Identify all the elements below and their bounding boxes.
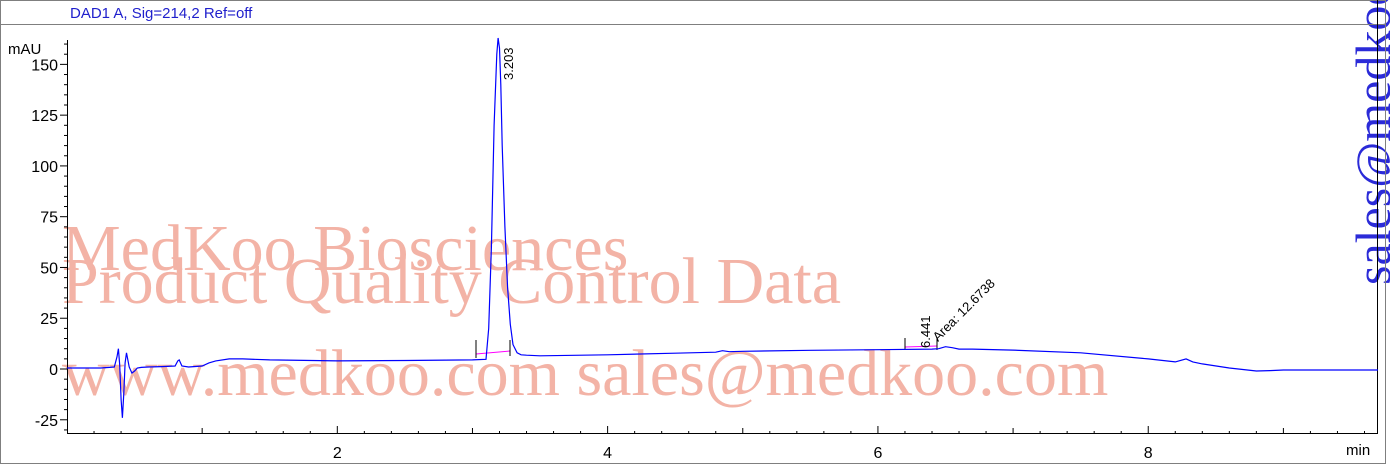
y-tick-label: -25 (35, 413, 58, 430)
watermark-side: sales@medkoo.com (1345, 0, 1390, 285)
y-tick-label: 25 (40, 311, 58, 328)
y-tick-label: 100 (31, 159, 58, 176)
peak-markers (475, 338, 938, 358)
y-unit-label: mAU (8, 41, 41, 58)
x-tick-label: 4 (603, 445, 612, 462)
baseline-peak-2 (904, 345, 938, 348)
baselines (475, 345, 938, 355)
y-tick-label: 0 (49, 362, 58, 379)
y-tick-label: 150 (31, 57, 58, 74)
y-tick-label: 75 (40, 210, 58, 227)
x-tick-label: 8 (1144, 445, 1153, 462)
x-tick-label: 6 (873, 445, 882, 462)
peak-2-rt-label: 6.441 (918, 315, 933, 348)
y-axis-ticks: -25 0 25 50 75 100 125 150 (31, 43, 67, 431)
peak-2-area-label: Area: 12.6738 (930, 276, 998, 344)
watermark: MedKoo Biosciences Product Quality Contr… (62, 212, 1108, 410)
x-axis-ticks: 2 4 6 8 (93, 426, 1365, 462)
y-tick-label: 125 (31, 108, 58, 125)
baseline-peak-1 (475, 350, 511, 355)
x-tick-label: 2 (333, 445, 342, 462)
watermark-line-company: MedKoo Biosciences (62, 212, 628, 285)
signal-trace (67, 37, 1378, 418)
peak-1-rt-label: 3.203 (501, 47, 516, 80)
x-unit-label: min (1346, 442, 1370, 459)
y-tick-label: 50 (40, 260, 58, 277)
signal-title: DAD1 A, Sig=214,2 Ref=off (70, 5, 253, 22)
watermark-line-product: Product Quality Control Data (62, 245, 841, 318)
